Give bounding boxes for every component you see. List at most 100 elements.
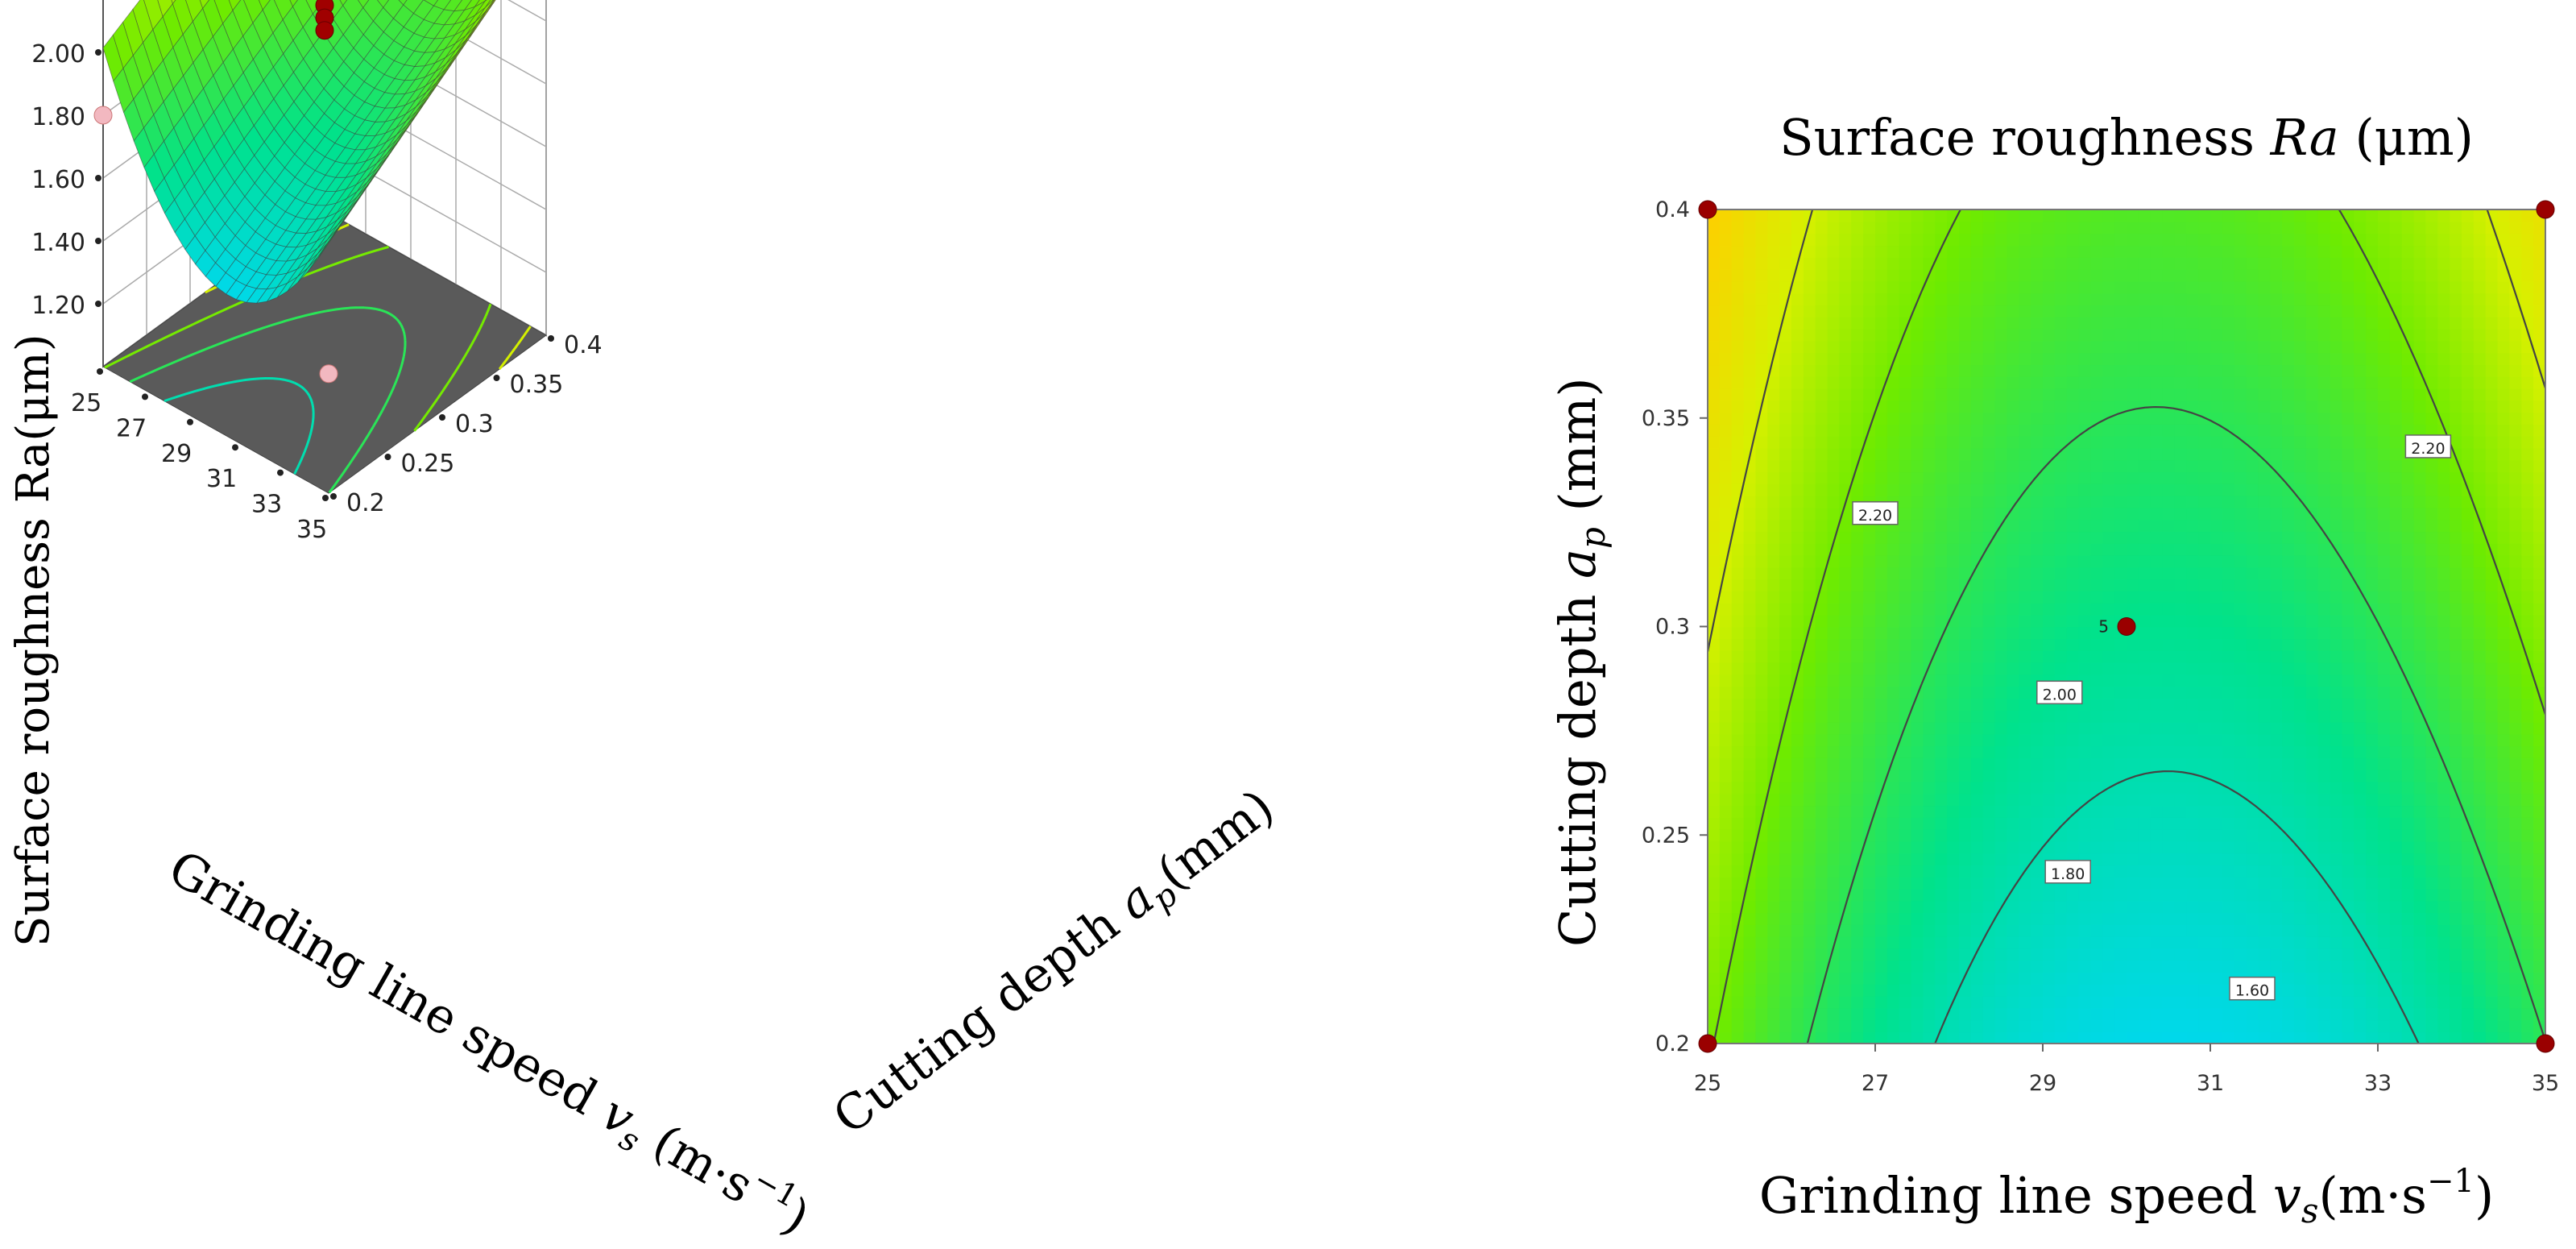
contour-cell [1875,305,1888,317]
contour-cell [2294,793,2307,807]
contour-cell [2425,376,2439,389]
contour-cell [2282,483,2295,496]
contour-cell [1827,733,1841,747]
contour-cell [1982,662,1996,675]
contour-cell [1947,579,1960,591]
contour-cell [2425,984,2439,997]
contour-cell [1708,280,1721,294]
contour-cell [2138,495,2151,508]
contour-cell [2186,210,2199,222]
contour-cell [2019,352,2031,366]
contour-cell [2366,424,2379,437]
contour-cell [2054,483,2068,496]
contour-cell [2007,519,2020,533]
contour-cell [2282,912,2295,925]
contour-cell [2019,781,2031,795]
contour-cell [2090,245,2104,258]
contour-cell [2258,293,2272,306]
contour-cell [1708,471,1721,484]
contour-cell [2019,686,2031,699]
contour-cell [2138,853,2151,866]
contour-cell [2162,805,2176,818]
contour-cell [1935,817,1948,830]
contour-cell [2186,924,2199,937]
contour-cell [2031,210,2044,222]
contour-cell [1935,686,1948,699]
contour-cell [2425,710,2439,723]
contour-cell [2401,924,2415,937]
contour-cell [1959,1031,1972,1044]
contour-cell [2174,566,2188,580]
contour-cell [2378,340,2391,354]
contour-cell [2198,757,2211,770]
contour-cell [1982,769,1996,782]
contour-cell [2450,233,2462,247]
x-tick-mark [232,444,238,451]
contour-cell [2007,245,2020,258]
contour-cell [2437,305,2450,317]
contour-cell [2210,698,2223,711]
contour-cell [2270,793,2283,807]
contour-cell [1875,447,1888,461]
contour-cell [2019,507,2031,521]
contour-cell [2066,817,2080,830]
contour-cell [1851,745,1864,758]
contour-cell [2090,483,2104,496]
contour-cell [2210,257,2223,270]
contour-cell [1959,757,1972,770]
contour-cell [2282,257,2295,270]
contour-cell [2294,698,2307,711]
contour-cell [2425,317,2439,330]
contour-cell [1935,877,1948,890]
contour-cell [1886,591,1900,604]
contour-cell [1755,840,1769,854]
contour-cell [2294,984,2307,997]
contour-cell [1994,328,2008,342]
contour-cell [2294,364,2307,377]
contour-cell [1923,293,1936,306]
contour-cell [1875,936,1888,949]
contour-cell [2437,817,2450,830]
contour-cell [1947,364,1960,377]
contour-cell [2078,638,2092,651]
contour-cell [1743,483,1757,496]
contour-cell [1959,471,1972,484]
contour-cell [1935,828,1948,842]
contour-cell [1947,853,1960,866]
contour-cell [2378,579,2391,591]
contour-cell [1923,840,1936,854]
contour-cell [2330,245,2343,258]
contour-cell [2342,602,2355,616]
contour-cell [2234,543,2247,556]
contour-cell [2186,602,2199,616]
contour-cell [1791,1031,1804,1044]
contour-cell [1982,495,1996,508]
contour-cell [2354,828,2367,842]
contour-cell [2019,638,2031,651]
contour-cell [2162,626,2176,640]
contour-cell [2342,447,2355,461]
contour-cell [2366,579,2379,591]
contour-cell [1851,400,1864,413]
contour-cell [1935,340,1948,354]
contour-cell [2174,495,2188,508]
contour-cell [2425,960,2439,973]
contour-cell [2450,519,2462,533]
contour-cell [1875,840,1888,854]
contour-cell [1791,412,1804,425]
contour-cell [2114,221,2127,234]
contour-cell [1815,221,1828,234]
contour-cell [1791,877,1804,890]
contour-cell [2330,721,2343,735]
contour-cell [1994,626,2008,640]
contour-cell [1779,948,1792,961]
contour-cell [2031,972,2044,985]
contour-cell [1994,840,2008,854]
contour-cell [1731,877,1745,890]
contour-cell [1935,805,1948,818]
contour-cell [1755,686,1769,699]
contour-cell [1827,340,1841,354]
contour-cell [1994,602,2008,616]
contour-cell [2031,507,2044,521]
contour-cell [2210,483,2223,496]
